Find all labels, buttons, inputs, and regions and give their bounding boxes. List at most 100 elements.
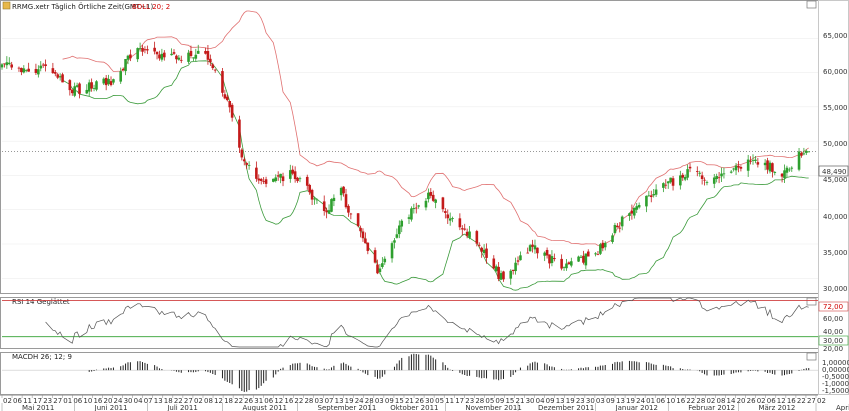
x-day-tick-label: 14	[727, 397, 736, 405]
x-day-tick-label: 18	[164, 397, 173, 405]
x-day-tick-label: 19	[345, 397, 354, 405]
candle-up	[73, 86, 76, 96]
price-panel-frame	[0, 0, 819, 294]
candle-down	[121, 68, 125, 71]
x-day-tick-label: 12	[274, 397, 283, 405]
candle-down	[475, 231, 479, 244]
x-day-tick-label: 11	[23, 397, 32, 405]
x-day-tick-label: 15	[395, 397, 404, 405]
candle-down	[502, 271, 505, 280]
x-month-label: März 2012	[758, 404, 795, 411]
candle-down	[175, 55, 178, 60]
x-day-tick-label: 21	[405, 397, 414, 405]
candle-down	[737, 165, 740, 168]
candle-up	[448, 218, 452, 221]
rsi-tick: 30,00	[823, 337, 843, 345]
candle-down	[349, 213, 353, 215]
candle-up	[550, 256, 554, 264]
x-day-tick-label: 12	[214, 397, 223, 405]
candle-up	[562, 267, 566, 269]
candle-up	[669, 177, 672, 183]
candle-up	[95, 81, 98, 90]
x-day-tick-label: 16	[787, 397, 796, 405]
panel-control-box[interactable]	[806, 0, 817, 9]
candle-down	[223, 94, 227, 99]
candle-down	[485, 248, 488, 258]
candle-up	[451, 217, 454, 219]
candle-up	[87, 82, 91, 92]
candle-down	[344, 194, 348, 208]
candle-down	[477, 244, 481, 246]
candle-down	[664, 184, 668, 186]
candle-down	[221, 71, 224, 93]
candle-up	[494, 266, 498, 272]
candle-down	[129, 54, 132, 59]
candle-up	[720, 173, 723, 177]
candle-up	[802, 153, 806, 155]
x-day-tick-label: 01	[63, 397, 72, 405]
candle-down	[189, 50, 193, 56]
candle-up	[514, 262, 517, 272]
macd-panel-control-box[interactable]	[806, 352, 817, 361]
candle-up	[102, 78, 106, 84]
x-month-label: Juni 2011	[94, 404, 128, 411]
candle-down	[771, 163, 774, 172]
candle-down	[695, 171, 699, 172]
candle-down	[291, 169, 295, 174]
x-day-tick-label: 30	[124, 397, 133, 405]
candle-down	[649, 195, 653, 198]
candle-down	[281, 176, 285, 182]
candle-down	[739, 166, 743, 169]
candle-down	[213, 69, 217, 71]
x-day-tick-label: 24	[355, 397, 364, 405]
candle-down	[429, 191, 433, 196]
candle-down	[618, 227, 622, 229]
macd-tick: 0,00000	[822, 366, 849, 374]
x-day-tick-label: 07	[325, 397, 334, 405]
candle-up	[400, 220, 404, 227]
right-axis-background	[818, 0, 849, 395]
rsi-panel-control-box[interactable]	[806, 297, 817, 306]
x-day-tick-label: 17	[455, 397, 464, 405]
candle-up	[378, 268, 382, 273]
x-day-tick-label: 23	[43, 397, 52, 405]
x-month-label: Januar 2012	[615, 404, 658, 411]
symbol-icon[interactable]	[2, 1, 11, 10]
price-tick: 65,000	[823, 32, 848, 40]
candle-down	[34, 68, 38, 73]
candle-up	[683, 176, 687, 180]
candle-up	[751, 160, 755, 162]
macd-tick: -1,00000	[822, 380, 849, 388]
candle-down	[373, 250, 377, 263]
x-day-tick-label: 20	[737, 397, 746, 405]
x-month-label: November 2011	[465, 404, 521, 411]
candle-up	[272, 178, 275, 182]
candle-down	[204, 51, 207, 54]
x-day-tick-label: 06	[656, 397, 665, 405]
candle-down	[44, 64, 47, 67]
candle-up	[424, 200, 428, 208]
candle-up	[715, 176, 718, 180]
rsi-tick: 20,00	[823, 345, 843, 353]
candle-down	[560, 258, 563, 269]
x-day-tick-label: 28	[365, 397, 374, 405]
x-day-tick-label: 02	[757, 397, 766, 405]
candle-up	[427, 192, 430, 200]
x-day-tick-label: 26	[415, 397, 424, 405]
candle-up	[383, 258, 387, 263]
x-day-tick-label: 22	[797, 397, 806, 405]
price-tick: 30,000	[823, 285, 848, 293]
x-day-tick-label: 16	[676, 397, 685, 405]
candle-up	[543, 252, 546, 256]
indicator-label: BOLL 20; 2	[132, 3, 170, 11]
candle-down	[308, 184, 311, 193]
x-day-tick-label: 18	[224, 397, 233, 405]
x-day-tick-label: 23	[465, 397, 474, 405]
candle-down	[376, 264, 379, 274]
price-tick: 35,000	[823, 249, 848, 257]
candle-up	[279, 173, 282, 178]
candle-down	[582, 255, 585, 263]
candle-down	[51, 68, 55, 74]
rsi-tick: 72,00	[823, 303, 843, 311]
x-day-tick-label: 08	[717, 397, 726, 405]
